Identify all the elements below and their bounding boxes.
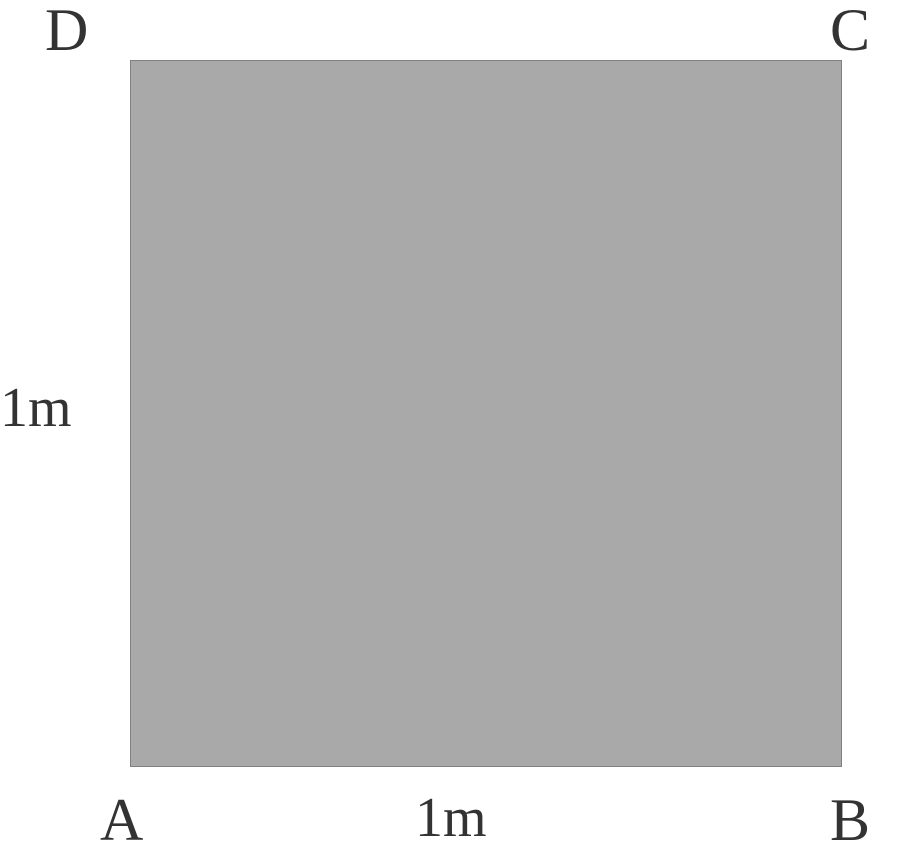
square-shape	[130, 60, 842, 767]
vertex-label-a: A	[100, 790, 143, 850]
vertex-label-d: D	[45, 0, 88, 60]
side-label-left: 1m	[0, 380, 72, 436]
side-label-bottom: 1m	[415, 790, 487, 846]
vertex-label-b: B	[830, 790, 870, 850]
diagram-container: D C A B 1m 1m	[0, 0, 901, 858]
vertex-label-c: C	[830, 0, 870, 60]
